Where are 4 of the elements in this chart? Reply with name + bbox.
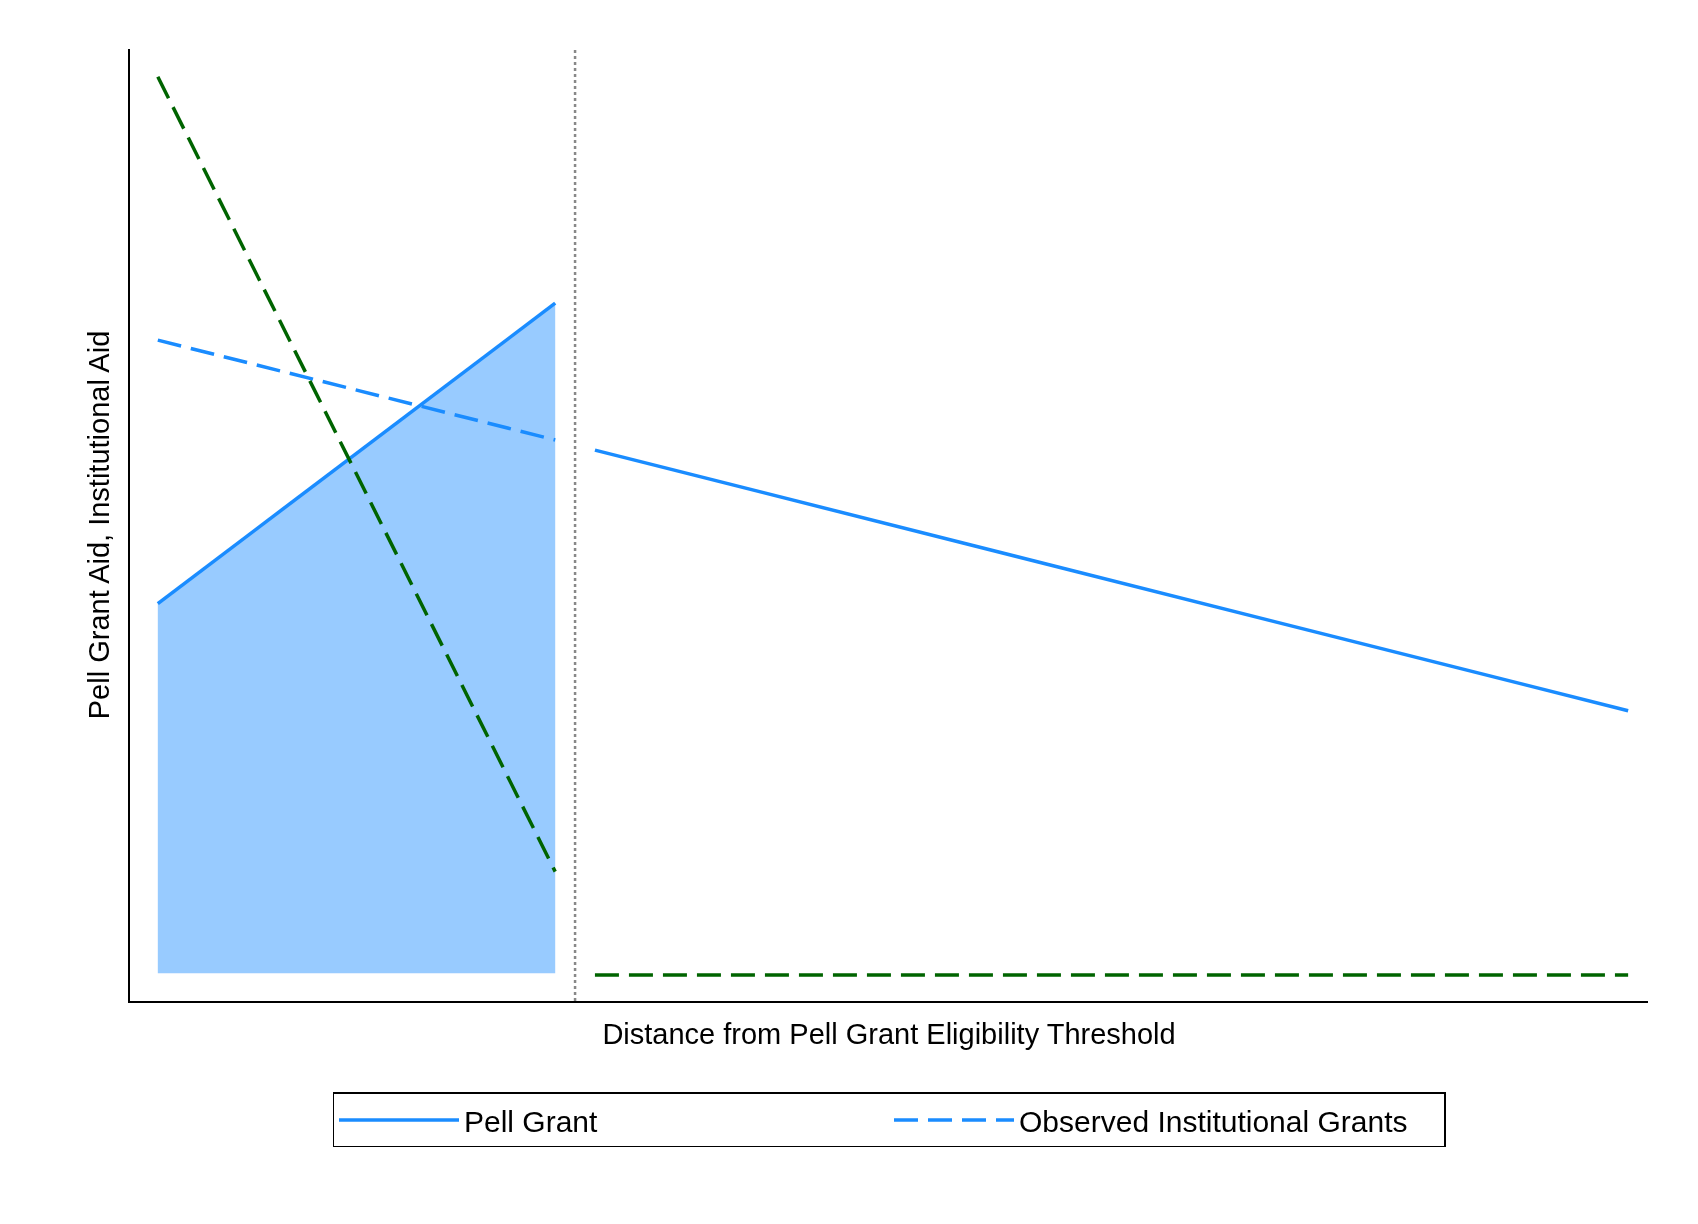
legend-label: Pell Grant <box>464 1104 599 1138</box>
y-axis-title: Pell Grant Aid, Institutional Aid <box>82 330 115 720</box>
x-axis-title: Distance from Pell Grant Eligibility Threshold <box>602 1018 1176 1051</box>
legend-label: Observed Institutional Grants <box>1019 1104 1408 1138</box>
